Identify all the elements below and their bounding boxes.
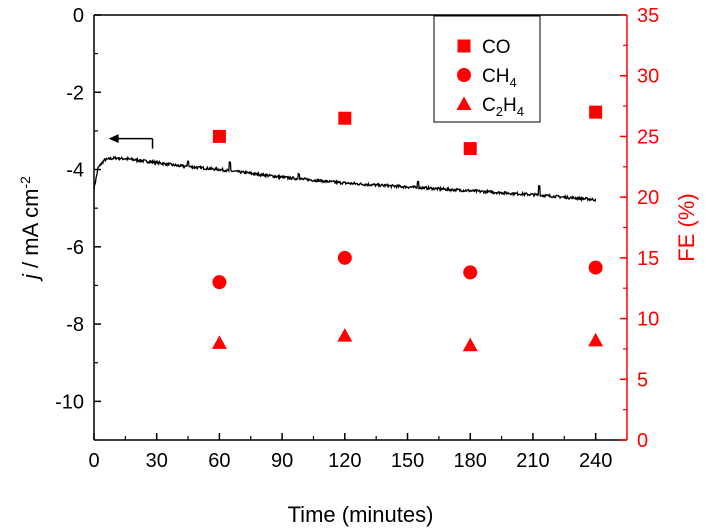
right-y-axis-title: FE (%) bbox=[674, 193, 699, 261]
legend-marker-triangle bbox=[456, 96, 472, 110]
arrow-head bbox=[108, 134, 119, 144]
x-tick-label: 60 bbox=[208, 450, 230, 472]
data-point-c2h4 bbox=[462, 337, 478, 352]
x-tick-label: 30 bbox=[146, 450, 168, 472]
data-point-ch4 bbox=[337, 250, 352, 265]
x-tick-label: 120 bbox=[328, 450, 361, 472]
right-y-tick-label: 25 bbox=[637, 126, 659, 148]
legend-label: C2H4 bbox=[482, 95, 524, 119]
data-point-c2h4 bbox=[337, 328, 353, 342]
left-y-tick-label: -4 bbox=[66, 160, 84, 182]
left-y-tick-label: -2 bbox=[66, 82, 84, 104]
x-tick-label: 150 bbox=[391, 450, 424, 472]
right-y-tick-label: 10 bbox=[637, 309, 659, 331]
legend-label: CH4 bbox=[482, 66, 517, 90]
legend-box bbox=[433, 15, 541, 123]
data-point-c2h4 bbox=[211, 335, 227, 349]
right-y-tick-label: 30 bbox=[637, 66, 659, 88]
left-y-tick-label: -6 bbox=[66, 237, 84, 259]
left-y-tick-label: 0 bbox=[73, 5, 84, 27]
data-point-co bbox=[212, 129, 226, 143]
data-point-ch4 bbox=[463, 265, 478, 280]
x-axis-title: Time (minutes) bbox=[288, 502, 434, 527]
data-point-co bbox=[463, 142, 477, 156]
right-y-tick-label: 0 bbox=[637, 430, 648, 452]
legend-marker-circle bbox=[457, 68, 471, 82]
data-point-co bbox=[589, 105, 603, 119]
right-y-tick-label: 20 bbox=[637, 187, 659, 209]
x-tick-label: 90 bbox=[271, 450, 293, 472]
x-tick-label: 180 bbox=[454, 450, 487, 472]
right-y-tick-label: 35 bbox=[637, 5, 659, 27]
left-y-tick-label: -8 bbox=[66, 314, 84, 336]
x-tick-label: 210 bbox=[516, 450, 549, 472]
x-tick-label: 240 bbox=[579, 450, 612, 472]
right-y-tick-label: 5 bbox=[637, 369, 648, 391]
legend-label: CO bbox=[482, 37, 511, 58]
data-point-co bbox=[338, 111, 352, 125]
current-density-line bbox=[93, 155, 597, 203]
x-tick-label: 0 bbox=[88, 450, 99, 472]
right-y-tick-label: 15 bbox=[637, 248, 659, 270]
data-point-ch4 bbox=[588, 260, 603, 275]
legend-marker-square bbox=[457, 39, 471, 53]
left-y-tick-label: -10 bbox=[55, 391, 84, 413]
data-point-c2h4 bbox=[588, 332, 604, 347]
left-y-axis-title: j / mA cm-2 bbox=[17, 176, 43, 282]
data-point-ch4 bbox=[212, 275, 227, 290]
